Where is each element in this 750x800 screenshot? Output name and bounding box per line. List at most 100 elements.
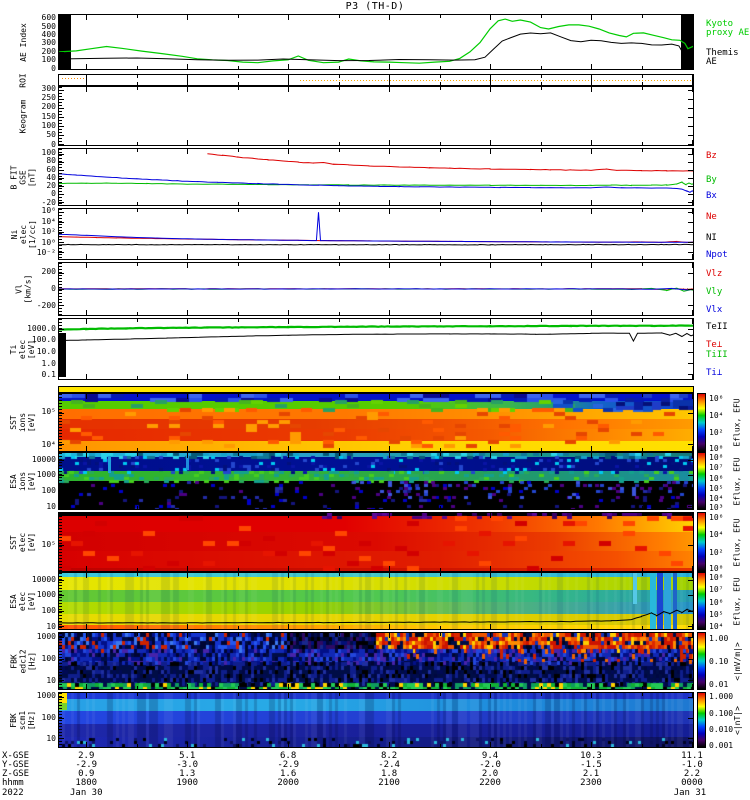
x-tick: [389, 394, 391, 399]
x-tick: [641, 686, 643, 689]
data-gap-bar: [680, 15, 693, 69]
x-tick: [439, 82, 441, 85]
y-tick: [688, 738, 693, 740]
y-minor-tick-comb: [59, 573, 62, 629]
x-tick: [439, 626, 441, 629]
y-tick-label: 10⁴: [41, 439, 56, 449]
x-tick: [187, 87, 189, 92]
x-tick: [540, 506, 542, 509]
x-tick: [490, 453, 492, 458]
x-tick: [86, 566, 88, 571]
y-tick: [688, 125, 693, 127]
x-tick: [490, 374, 492, 379]
y-tick-label: 10000: [31, 454, 56, 464]
colorbar-tick-label: 10⁸: [709, 572, 724, 582]
y-tick: [688, 169, 693, 171]
colorbar-tick-label: 10⁵: [709, 483, 724, 493]
roi-dotted-line: [299, 80, 693, 81]
axis-date-start: Jan 30: [70, 788, 103, 798]
panel-roi: [58, 74, 694, 86]
x-tick: [490, 200, 492, 205]
x-tick: [641, 15, 643, 18]
x-tick: [691, 75, 693, 80]
y-tick-label: 0: [51, 284, 56, 293]
x-tick: [187, 140, 189, 145]
y-tick-label: 500: [41, 21, 56, 31]
x-tick: [439, 633, 441, 636]
x-tick: [237, 256, 239, 259]
x-tick: [490, 684, 492, 689]
x-tick: [591, 310, 593, 315]
x-tick: [439, 376, 441, 379]
x-tick: [338, 75, 340, 78]
x-tick: [540, 263, 542, 266]
panel-ni: [58, 208, 694, 260]
x-tick: [490, 64, 492, 69]
x-tick: [389, 64, 391, 69]
axis-value: 6.8: [280, 751, 297, 761]
x-tick: [86, 394, 88, 399]
x-tick: [237, 394, 239, 397]
y-tick: [688, 697, 693, 699]
colorbar-tick-label: 0.010: [709, 724, 734, 734]
legend-ti: Ti⊥: [706, 367, 723, 378]
x-tick: [591, 374, 593, 379]
x-tick: [490, 310, 492, 315]
y-minor-tick-comb: [59, 394, 62, 451]
x-tick: [490, 573, 492, 578]
panel-label-ni: Ni elec [1/cc]: [0, 208, 46, 260]
y-tick: [688, 201, 693, 203]
x-tick: [136, 453, 138, 456]
x-tick: [439, 513, 441, 516]
y-tick: [688, 143, 693, 145]
colorbar-esa_ions: [697, 452, 706, 510]
y-tick: [688, 67, 693, 69]
legend-vl: Vly: [706, 286, 723, 297]
panel-label-text: Ni elec [1/cc]: [9, 219, 37, 249]
x-tick: [86, 446, 88, 451]
y-tick: [688, 161, 693, 163]
y-tick-label: 0: [51, 139, 56, 149]
y-tick: [59, 59, 64, 61]
x-tick: [136, 15, 138, 18]
x-tick: [136, 693, 138, 696]
series-NI: [59, 243, 693, 246]
x-tick: [86, 200, 88, 205]
spec-stripe: [59, 702, 68, 711]
x-tick: [237, 448, 239, 451]
y-tick-label: 1.0: [41, 358, 56, 368]
x-tick: [338, 394, 340, 397]
x-tick: [288, 75, 290, 80]
x-tick: [591, 624, 593, 629]
x-tick: [136, 209, 138, 212]
spec-stripe: [664, 573, 672, 629]
y-tick-label: 200: [41, 267, 56, 277]
legend-bfit: Bz: [706, 151, 717, 162]
panel-label-sst_elec: SST elec [eV]: [0, 512, 46, 572]
legend-ae: Kyoto proxy AE: [706, 18, 750, 38]
x-tick: [288, 140, 290, 145]
panel-label-text: AE Index: [18, 22, 28, 62]
x-tick: [691, 15, 693, 20]
x-tick: [288, 149, 290, 154]
legend-ni: Ne: [706, 212, 717, 223]
x-tick: [439, 394, 441, 397]
x-tick: [540, 448, 542, 451]
colorbar-tick-label: 10⁷: [709, 463, 724, 473]
x-tick: [338, 693, 340, 696]
axis-value: -2.9: [277, 760, 299, 770]
axis-value: 2.0: [481, 769, 499, 779]
y-tick-label: 0: [51, 189, 56, 199]
y-tick: [688, 444, 693, 446]
y-tick: [688, 43, 693, 45]
x-tick: [641, 319, 643, 322]
x-tick: [591, 633, 593, 638]
axis-value: 1900: [176, 778, 199, 788]
x-tick: [136, 513, 138, 516]
x-tick: [591, 319, 593, 324]
y-tick-label: 10⁴: [41, 216, 56, 226]
y-minor-tick-comb: [59, 513, 62, 571]
x-tick: [288, 566, 290, 571]
legend-bfit: By: [706, 174, 717, 185]
